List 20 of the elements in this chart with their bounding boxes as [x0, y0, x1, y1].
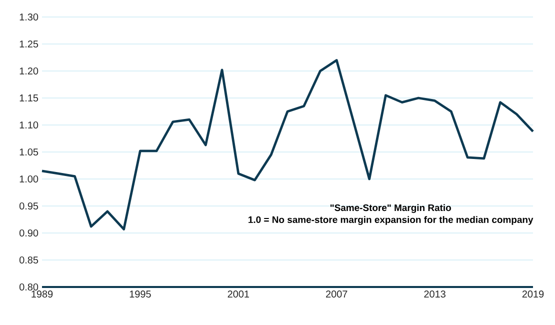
y-tick-label: 0.85 [19, 256, 38, 264]
x-tick-label: 2013 [424, 290, 446, 298]
x-tick-label: 1989 [32, 290, 53, 298]
y-tick-label: 1.05 [20, 148, 38, 156]
y-tick-label: 0.95 [19, 202, 38, 210]
line-series [40, 59, 534, 230]
y-tick-label: 1.20 [20, 67, 38, 75]
annotation: "Same-Store" Margin Ratio [330, 204, 451, 213]
x-tick-label: 2001 [228, 290, 249, 298]
x-tick-label: 2007 [326, 290, 348, 298]
y-tick-label: 1.10 [20, 121, 38, 129]
annotation: 1.0 = No same-store margin expansion for the median company [248, 216, 534, 225]
y-tick-label: 1.30 [20, 13, 38, 21]
y-tick-label: 1.15 [20, 94, 38, 102]
x-tick-label: 2019 [522, 290, 544, 298]
y-tick-label: 0.90 [19, 229, 38, 237]
y-tick-label: 1.25 [20, 40, 38, 48]
y-tick-label: 1.00 [20, 175, 38, 183]
y-tick-label: 0.80 [19, 283, 38, 291]
x-tick-label: 1995 [130, 290, 151, 298]
